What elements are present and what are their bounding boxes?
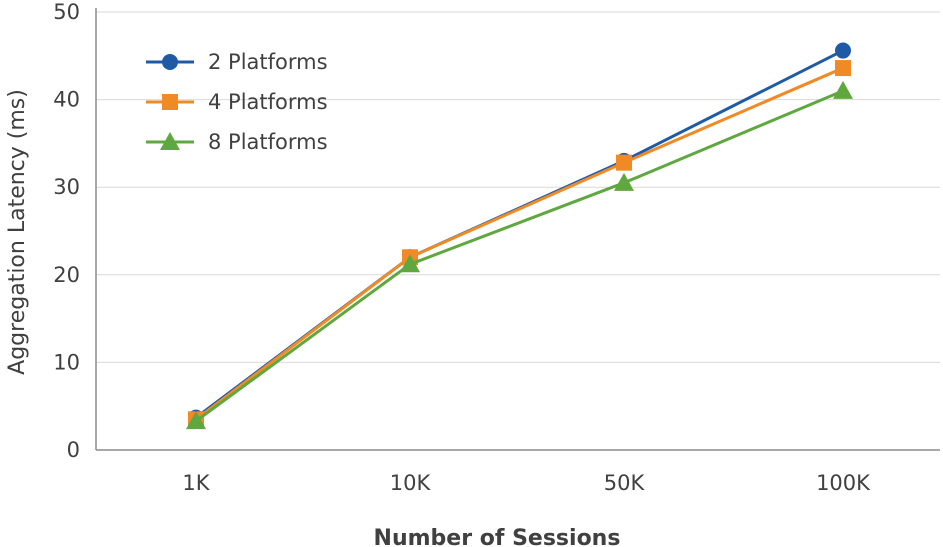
y-tick-label: 50 bbox=[53, 0, 80, 24]
y-tick-label: 30 bbox=[53, 175, 80, 199]
grid-lines bbox=[96, 11, 940, 363]
series-2 bbox=[188, 60, 851, 428]
x-tick-label: 100K bbox=[816, 471, 871, 495]
y-tick-label: 10 bbox=[53, 350, 80, 374]
data-point bbox=[835, 60, 851, 77]
legend-label: 4 Platforms bbox=[208, 90, 328, 114]
legend-entry: 8 Platforms bbox=[146, 130, 328, 154]
legend-entry: 4 Platforms bbox=[146, 90, 328, 114]
legend-entry: 2 Platforms bbox=[146, 50, 328, 74]
data-point bbox=[616, 154, 632, 171]
y-tick-label: 20 bbox=[53, 263, 80, 287]
data-point bbox=[833, 80, 853, 99]
x-tick-label: 1K bbox=[182, 471, 210, 495]
y-axis-label: Aggregation Latency (ms) bbox=[5, 89, 30, 375]
data-point bbox=[614, 172, 634, 191]
x-tick-label: 50K bbox=[604, 471, 646, 495]
y-tick-labels: 0 10 20 30 40 50 bbox=[53, 0, 80, 462]
data-point bbox=[400, 254, 420, 273]
series-group bbox=[186, 42, 853, 430]
y-tick-label: 40 bbox=[53, 88, 80, 112]
series-line bbox=[195, 89, 844, 423]
legend-marker bbox=[160, 132, 180, 150]
data-point bbox=[186, 411, 206, 430]
x-tick-label: 10K bbox=[390, 471, 432, 495]
y-tick-label: 0 bbox=[67, 438, 80, 462]
legend-marker bbox=[162, 54, 178, 70]
series-3 bbox=[186, 80, 853, 430]
data-point bbox=[835, 42, 851, 59]
legend-marker bbox=[162, 94, 178, 110]
series-line bbox=[195, 66, 844, 421]
legend-label: 8 Platforms bbox=[208, 130, 328, 154]
axes bbox=[95, 8, 940, 451]
legend-label: 2 Platforms bbox=[208, 50, 328, 74]
legend: 2 Platforms 4 Platforms 8 Platforms bbox=[146, 50, 328, 154]
x-tick-labels: 1K 10K 50K 100K bbox=[182, 471, 871, 495]
x-axis-label: Number of Sessions bbox=[374, 526, 621, 547]
